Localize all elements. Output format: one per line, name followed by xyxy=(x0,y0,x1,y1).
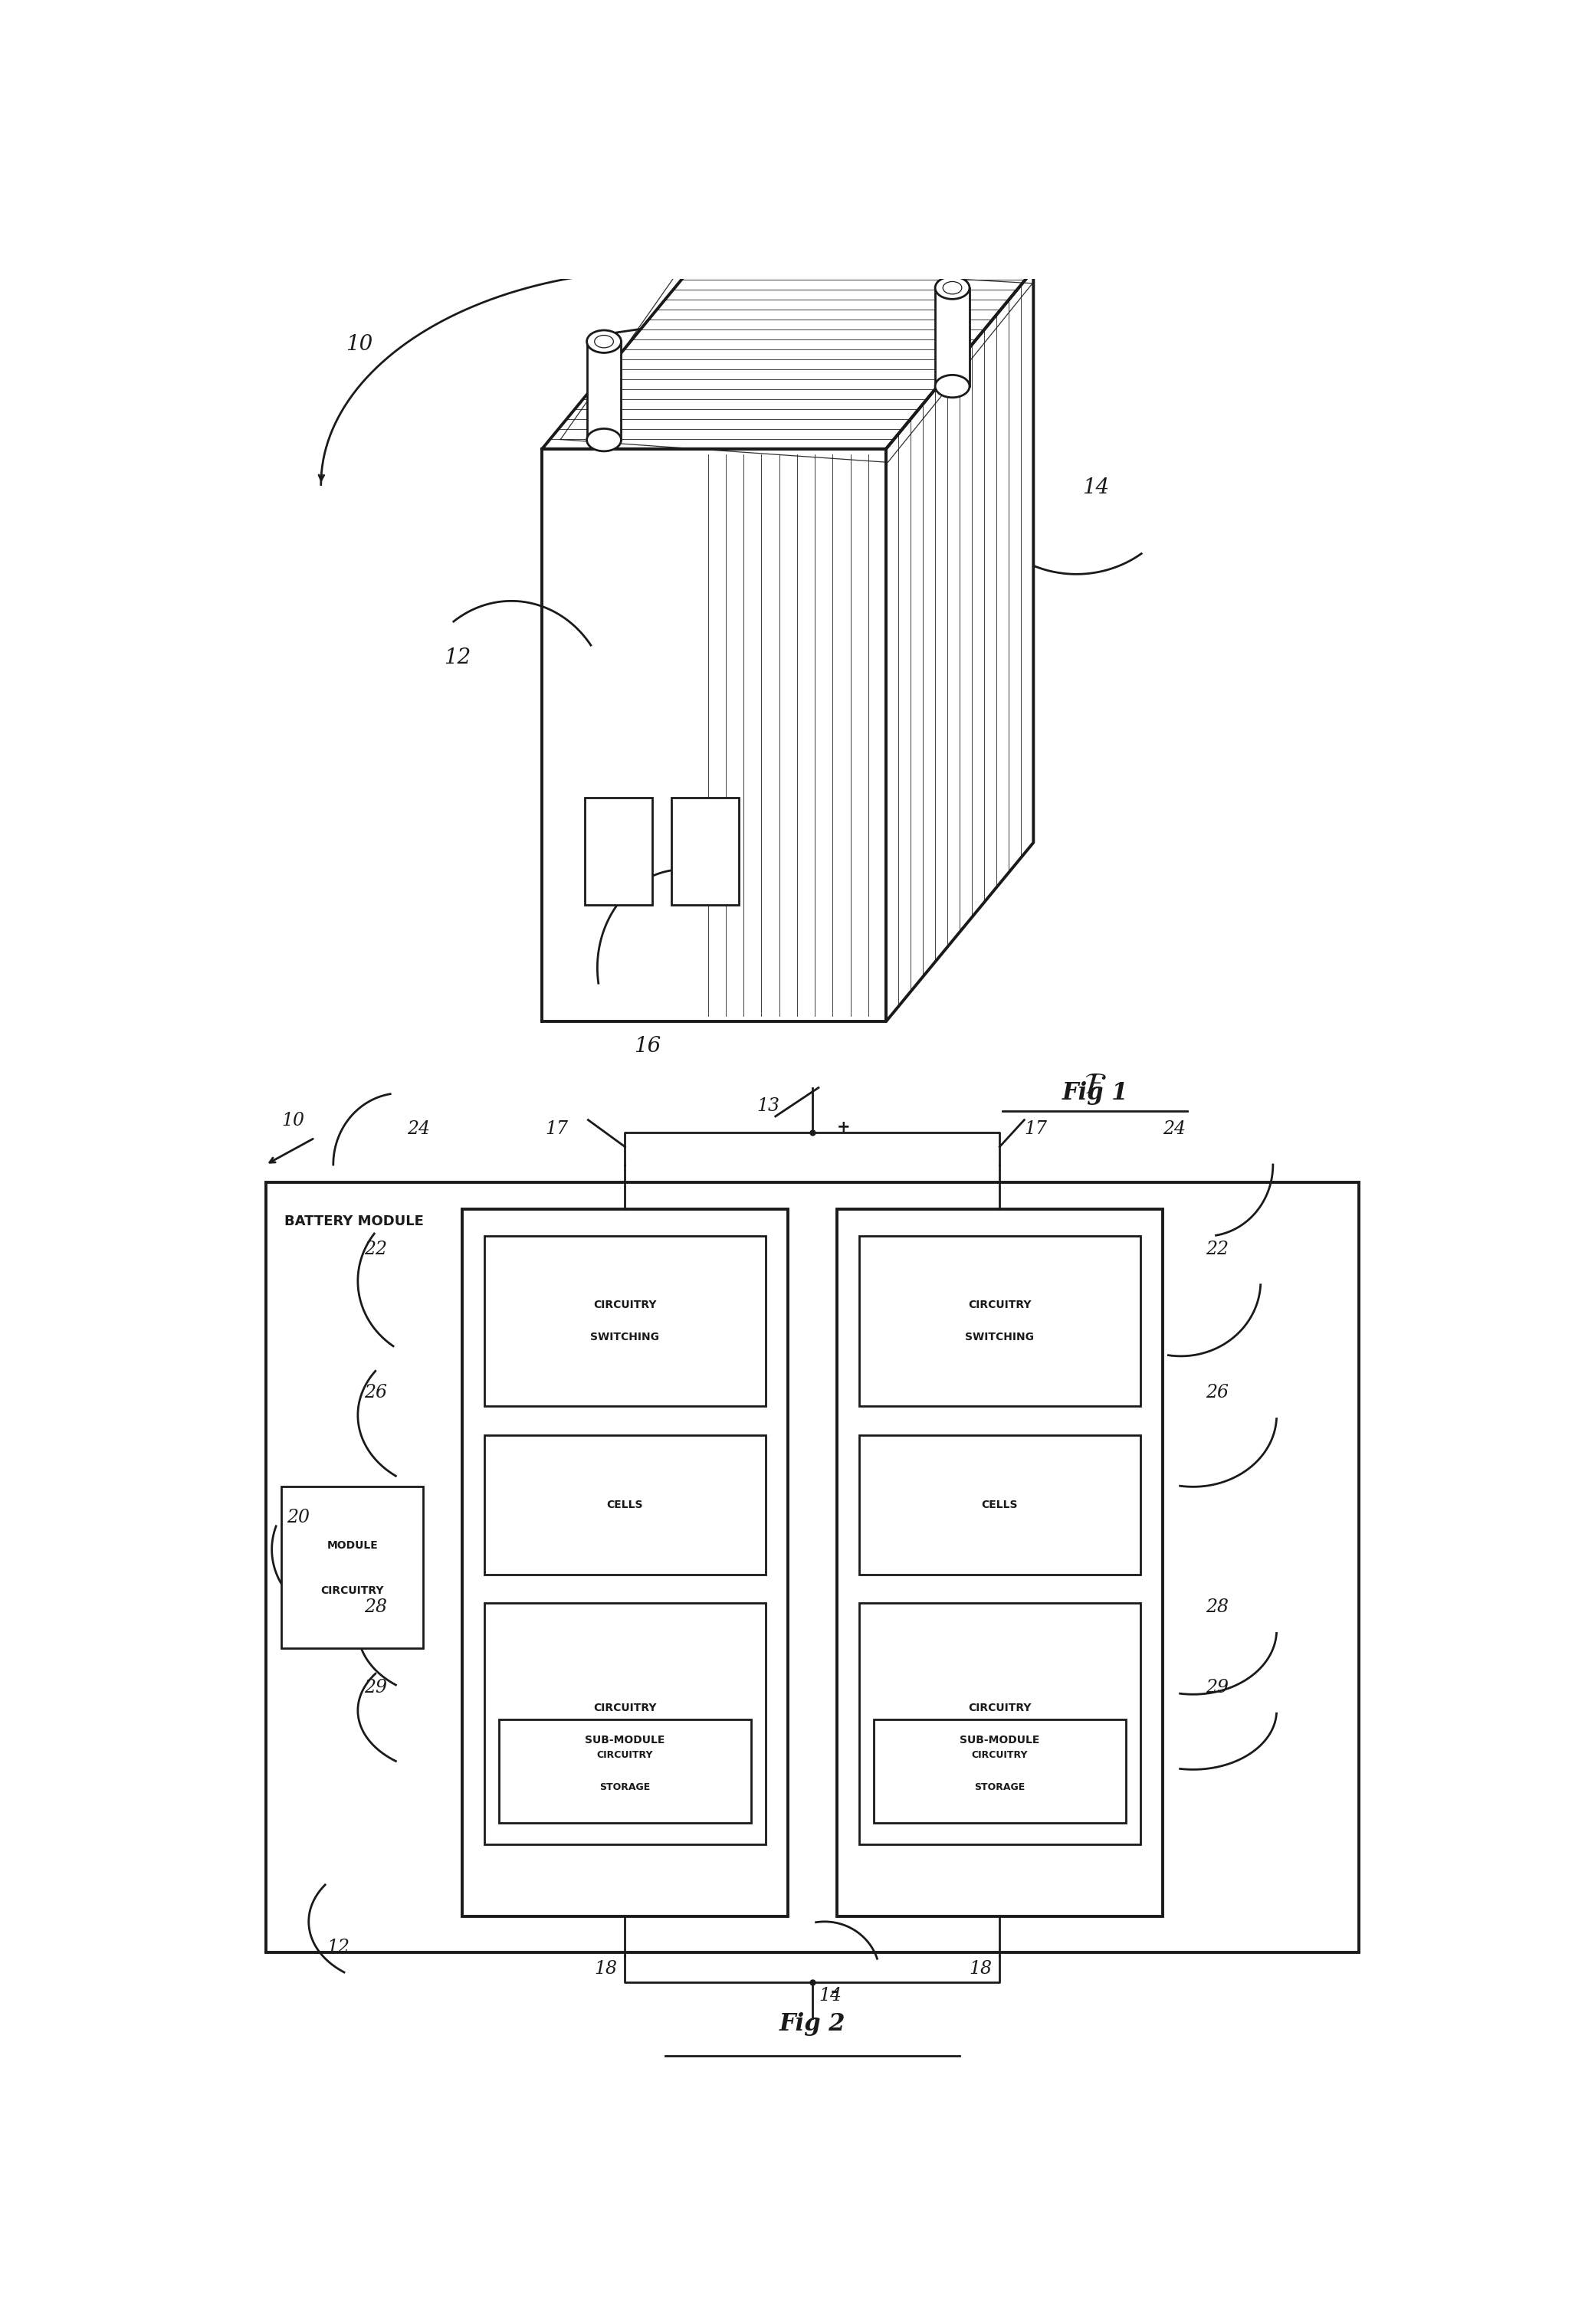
FancyBboxPatch shape xyxy=(499,1720,751,1824)
Text: CIRCUITRY: CIRCUITRY xyxy=(593,1299,656,1311)
Ellipse shape xyxy=(586,330,621,353)
Text: 18: 18 xyxy=(968,1959,992,1978)
Text: 28: 28 xyxy=(365,1599,387,1615)
Text: CIRCUITRY: CIRCUITRY xyxy=(968,1299,1032,1311)
Text: SUB-MODULE: SUB-MODULE xyxy=(585,1734,666,1745)
Text: 26: 26 xyxy=(365,1383,387,1401)
Text: 26: 26 xyxy=(1205,1383,1228,1401)
FancyBboxPatch shape xyxy=(837,1208,1162,1917)
Text: CIRCUITRY: CIRCUITRY xyxy=(593,1703,656,1713)
Text: 14: 14 xyxy=(818,1987,842,2003)
Text: SWITCHING: SWITCHING xyxy=(965,1332,1033,1343)
Text: 17: 17 xyxy=(1024,1120,1048,1139)
Text: 22: 22 xyxy=(1205,1241,1228,1257)
Text: 22: 22 xyxy=(365,1241,387,1257)
Text: 13: 13 xyxy=(758,1097,780,1116)
Text: SWITCHING: SWITCHING xyxy=(591,1332,659,1343)
Text: -: - xyxy=(831,1982,838,2001)
FancyBboxPatch shape xyxy=(873,1720,1125,1824)
Text: 29: 29 xyxy=(1205,1678,1228,1697)
Text: 24: 24 xyxy=(1162,1120,1186,1139)
FancyBboxPatch shape xyxy=(266,1183,1358,1952)
Text: MODULE: MODULE xyxy=(327,1541,377,1550)
Text: 29: 29 xyxy=(365,1678,387,1697)
Ellipse shape xyxy=(943,281,962,295)
Text: Fig 2: Fig 2 xyxy=(780,2013,845,2036)
FancyBboxPatch shape xyxy=(282,1487,423,1648)
Text: CIRCUITRY: CIRCUITRY xyxy=(598,1750,653,1759)
Text: $\mathcal{F}$: $\mathcal{F}$ xyxy=(1084,1069,1106,1099)
FancyBboxPatch shape xyxy=(859,1236,1140,1406)
Text: STORAGE: STORAGE xyxy=(599,1783,650,1792)
Text: CIRCUITRY: CIRCUITRY xyxy=(968,1703,1032,1713)
FancyBboxPatch shape xyxy=(485,1434,766,1573)
FancyBboxPatch shape xyxy=(463,1208,788,1917)
Polygon shape xyxy=(542,270,1033,449)
Text: 12: 12 xyxy=(444,648,471,669)
Text: 13: 13 xyxy=(764,290,791,311)
Ellipse shape xyxy=(586,428,621,451)
Text: CELLS: CELLS xyxy=(607,1499,644,1511)
Text: SUB-MODULE: SUB-MODULE xyxy=(959,1734,1040,1745)
Ellipse shape xyxy=(935,374,970,397)
Text: 14: 14 xyxy=(1083,476,1110,497)
FancyBboxPatch shape xyxy=(585,797,653,906)
Ellipse shape xyxy=(594,335,613,349)
FancyBboxPatch shape xyxy=(485,1236,766,1406)
Text: 10: 10 xyxy=(282,1111,304,1129)
Text: CIRCUITRY: CIRCUITRY xyxy=(972,1750,1027,1759)
FancyBboxPatch shape xyxy=(485,1604,766,1845)
Text: BATTERY MODULE: BATTERY MODULE xyxy=(284,1215,423,1229)
FancyBboxPatch shape xyxy=(586,342,621,439)
Text: STORAGE: STORAGE xyxy=(975,1783,1025,1792)
Ellipse shape xyxy=(935,277,970,300)
Polygon shape xyxy=(886,270,1033,1023)
FancyBboxPatch shape xyxy=(935,288,970,386)
Text: 20: 20 xyxy=(287,1508,309,1527)
Text: 12: 12 xyxy=(327,1938,350,1957)
Text: 28: 28 xyxy=(1205,1599,1228,1615)
Text: 24: 24 xyxy=(407,1120,430,1139)
Text: CIRCUITRY: CIRCUITRY xyxy=(320,1585,384,1597)
FancyBboxPatch shape xyxy=(670,797,739,906)
Text: 17: 17 xyxy=(545,1120,567,1139)
Text: 16: 16 xyxy=(634,1037,661,1057)
FancyBboxPatch shape xyxy=(859,1604,1140,1845)
Text: CELLS: CELLS xyxy=(981,1499,1018,1511)
Text: 10: 10 xyxy=(346,335,372,356)
FancyBboxPatch shape xyxy=(859,1434,1140,1573)
Text: +: + xyxy=(837,1120,851,1134)
Text: Fig 1: Fig 1 xyxy=(1062,1081,1129,1104)
Text: 18: 18 xyxy=(594,1959,617,1978)
